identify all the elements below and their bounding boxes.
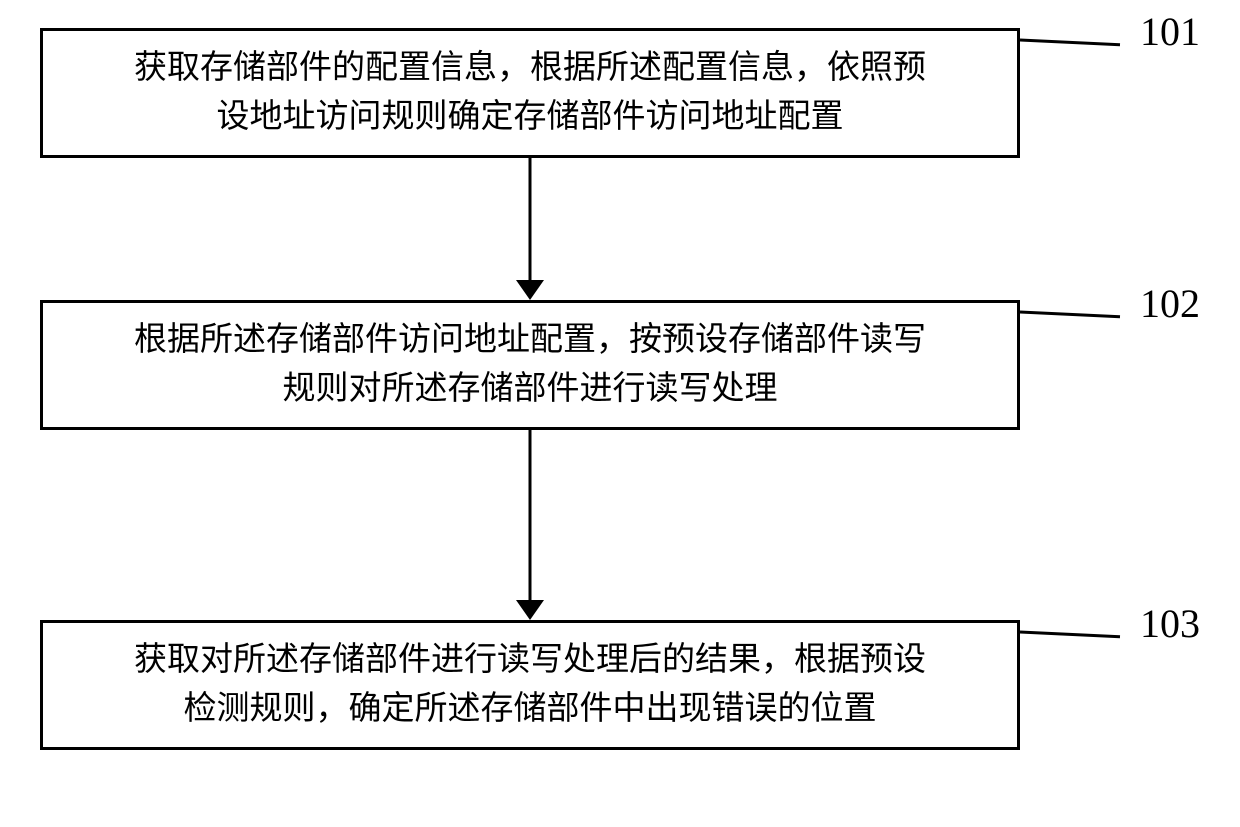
step-103-callout <box>1016 628 1124 641</box>
step-101-callout <box>1016 36 1124 49</box>
step-101-label: 101 <box>1140 8 1200 55</box>
arrow-102-103 <box>512 430 548 620</box>
step-103-line2: 检测规则，确定所述存储部件中出现错误的位置 <box>134 685 926 735</box>
step-102-box: 根据所述存储部件访问地址配置，按预设存储部件读写规则对所述存储部件进行读写处理 <box>40 300 1020 430</box>
step-101-line2: 设地址访问规则确定存储部件访问地址配置 <box>134 93 926 143</box>
step-103-line1: 获取对所述存储部件进行读写处理后的结果，根据预设 <box>134 636 926 686</box>
flowchart-canvas: 获取存储部件的配置信息，根据所述配置信息，依照预设地址访问规则确定存储部件访问地… <box>0 0 1240 827</box>
step-103-label: 103 <box>1140 600 1200 647</box>
step-103-box: 获取对所述存储部件进行读写处理后的结果，根据预设检测规则，确定所述存储部件中出现… <box>40 620 1020 750</box>
step-102-label: 102 <box>1140 280 1200 327</box>
step-101-line1: 获取存储部件的配置信息，根据所述配置信息，依照预 <box>134 44 926 94</box>
step-102-line1: 根据所述存储部件访问地址配置，按预设存储部件读写 <box>134 316 926 366</box>
step-102-line2: 规则对所述存储部件进行读写处理 <box>134 365 926 415</box>
step-102-callout <box>1016 308 1124 321</box>
arrow-101-102 <box>512 158 548 300</box>
step-101-box: 获取存储部件的配置信息，根据所述配置信息，依照预设地址访问规则确定存储部件访问地… <box>40 28 1020 158</box>
